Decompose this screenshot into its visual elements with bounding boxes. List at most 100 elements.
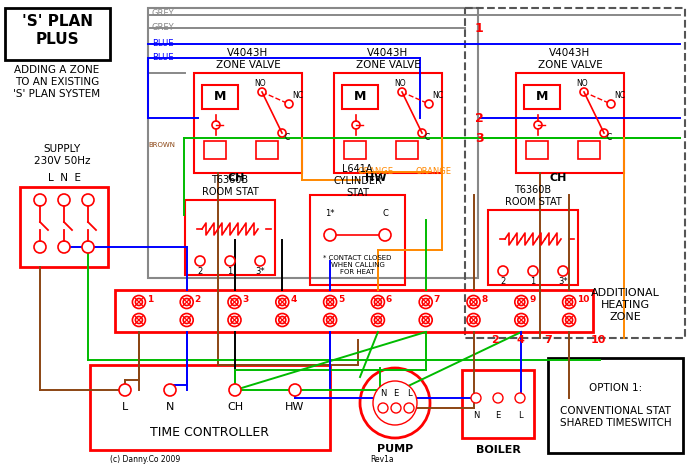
Circle shape (600, 129, 608, 137)
Circle shape (420, 314, 432, 327)
Bar (256, 141, 278, 159)
Circle shape (498, 266, 508, 276)
Bar (194, 73, 302, 173)
Text: ADDITIONAL
HEATING
ZONE: ADDITIONAL HEATING ZONE (591, 288, 660, 322)
Text: L  N  E: L N E (48, 173, 81, 183)
Text: 3*: 3* (558, 277, 568, 285)
Text: 1: 1 (531, 277, 535, 285)
Text: ORANGE: ORANGE (415, 168, 451, 176)
Text: T6360B
ROOM STAT: T6360B ROOM STAT (504, 185, 562, 207)
Text: NO: NO (254, 80, 266, 88)
Bar (578, 141, 600, 159)
Circle shape (132, 314, 146, 327)
Circle shape (285, 100, 293, 108)
Circle shape (515, 314, 528, 327)
Circle shape (420, 295, 432, 308)
Text: * CONTACT CLOSED
WHEN CALLING
FOR HEAT: * CONTACT CLOSED WHEN CALLING FOR HEAT (324, 255, 392, 275)
Bar (488, 210, 578, 285)
Text: 7: 7 (544, 335, 552, 345)
Text: V4043H
ZONE VALVE: V4043H ZONE VALVE (538, 48, 602, 70)
Bar (334, 73, 442, 173)
Bar (526, 141, 548, 159)
Text: ADDING A ZONE
TO AN EXISTING
'S' PLAN SYSTEM: ADDING A ZONE TO AN EXISTING 'S' PLAN SY… (13, 66, 101, 99)
Circle shape (470, 299, 477, 306)
Text: M: M (354, 90, 366, 103)
Text: 1: 1 (228, 266, 233, 276)
Text: GREY: GREY (152, 8, 175, 17)
Circle shape (373, 381, 417, 425)
Text: V4043H
ZONE VALVE: V4043H ZONE VALVE (355, 48, 420, 70)
Circle shape (34, 194, 46, 206)
Circle shape (58, 194, 70, 206)
Text: CH: CH (227, 173, 245, 183)
Circle shape (258, 88, 266, 96)
Circle shape (180, 314, 193, 327)
Text: (c) Danny.Co 2009: (c) Danny.Co 2009 (110, 455, 180, 465)
Circle shape (607, 100, 615, 108)
Circle shape (324, 229, 336, 241)
Circle shape (515, 393, 525, 403)
Text: TIME CONTROLLER: TIME CONTROLLER (150, 426, 270, 439)
Bar (462, 370, 534, 438)
Text: C: C (425, 133, 431, 142)
Circle shape (324, 314, 337, 327)
Bar (342, 85, 378, 109)
Circle shape (135, 299, 142, 306)
Circle shape (164, 384, 176, 396)
Text: 2: 2 (195, 295, 201, 305)
Text: BROWN: BROWN (148, 142, 175, 148)
Text: V4043H
ZONE VALVE: V4043H ZONE VALVE (215, 48, 280, 70)
Text: 3*: 3* (255, 266, 265, 276)
Text: OPTION 1:

CONVENTIONAL STAT
SHARED TIMESWITCH: OPTION 1: CONVENTIONAL STAT SHARED TIMES… (560, 383, 671, 428)
Text: 2: 2 (475, 111, 484, 124)
Text: E: E (393, 388, 399, 397)
Circle shape (422, 299, 429, 306)
Circle shape (371, 295, 384, 308)
Text: NC: NC (292, 92, 303, 101)
Circle shape (225, 256, 235, 266)
Text: L: L (122, 402, 128, 412)
Circle shape (82, 241, 94, 253)
Circle shape (562, 295, 575, 308)
Text: 8: 8 (482, 295, 488, 305)
Circle shape (279, 299, 286, 306)
Circle shape (375, 316, 382, 323)
Text: 2: 2 (500, 277, 506, 285)
Text: C: C (607, 133, 612, 142)
Text: NC: NC (614, 92, 625, 101)
Text: PUMP: PUMP (377, 444, 413, 454)
Circle shape (195, 256, 205, 266)
Text: M: M (214, 90, 226, 103)
Circle shape (276, 314, 289, 327)
Circle shape (276, 295, 289, 308)
Circle shape (324, 295, 337, 308)
Text: E: E (495, 411, 501, 421)
Bar (310, 195, 405, 285)
Text: GREY: GREY (152, 22, 175, 31)
Circle shape (398, 88, 406, 96)
Circle shape (184, 299, 190, 306)
Circle shape (231, 299, 238, 306)
Circle shape (404, 403, 414, 413)
Circle shape (255, 256, 265, 266)
Circle shape (326, 299, 333, 306)
Text: Rev1a: Rev1a (370, 455, 393, 465)
Circle shape (471, 393, 481, 403)
Bar (185, 200, 275, 275)
Text: HW: HW (365, 173, 387, 183)
Text: BLUE: BLUE (152, 52, 173, 61)
Bar (204, 141, 226, 159)
Text: 1*: 1* (325, 209, 335, 218)
Text: T6360B
ROOM STAT: T6360B ROOM STAT (201, 175, 258, 197)
Circle shape (184, 316, 190, 323)
Circle shape (515, 295, 528, 308)
Text: N: N (473, 411, 479, 421)
Circle shape (467, 295, 480, 308)
Text: 6: 6 (386, 295, 392, 305)
Text: BLUE: BLUE (152, 39, 173, 49)
Text: C: C (285, 133, 290, 142)
Circle shape (418, 129, 426, 137)
Circle shape (229, 384, 241, 396)
Text: 5: 5 (338, 295, 344, 305)
Text: M: M (536, 90, 548, 103)
